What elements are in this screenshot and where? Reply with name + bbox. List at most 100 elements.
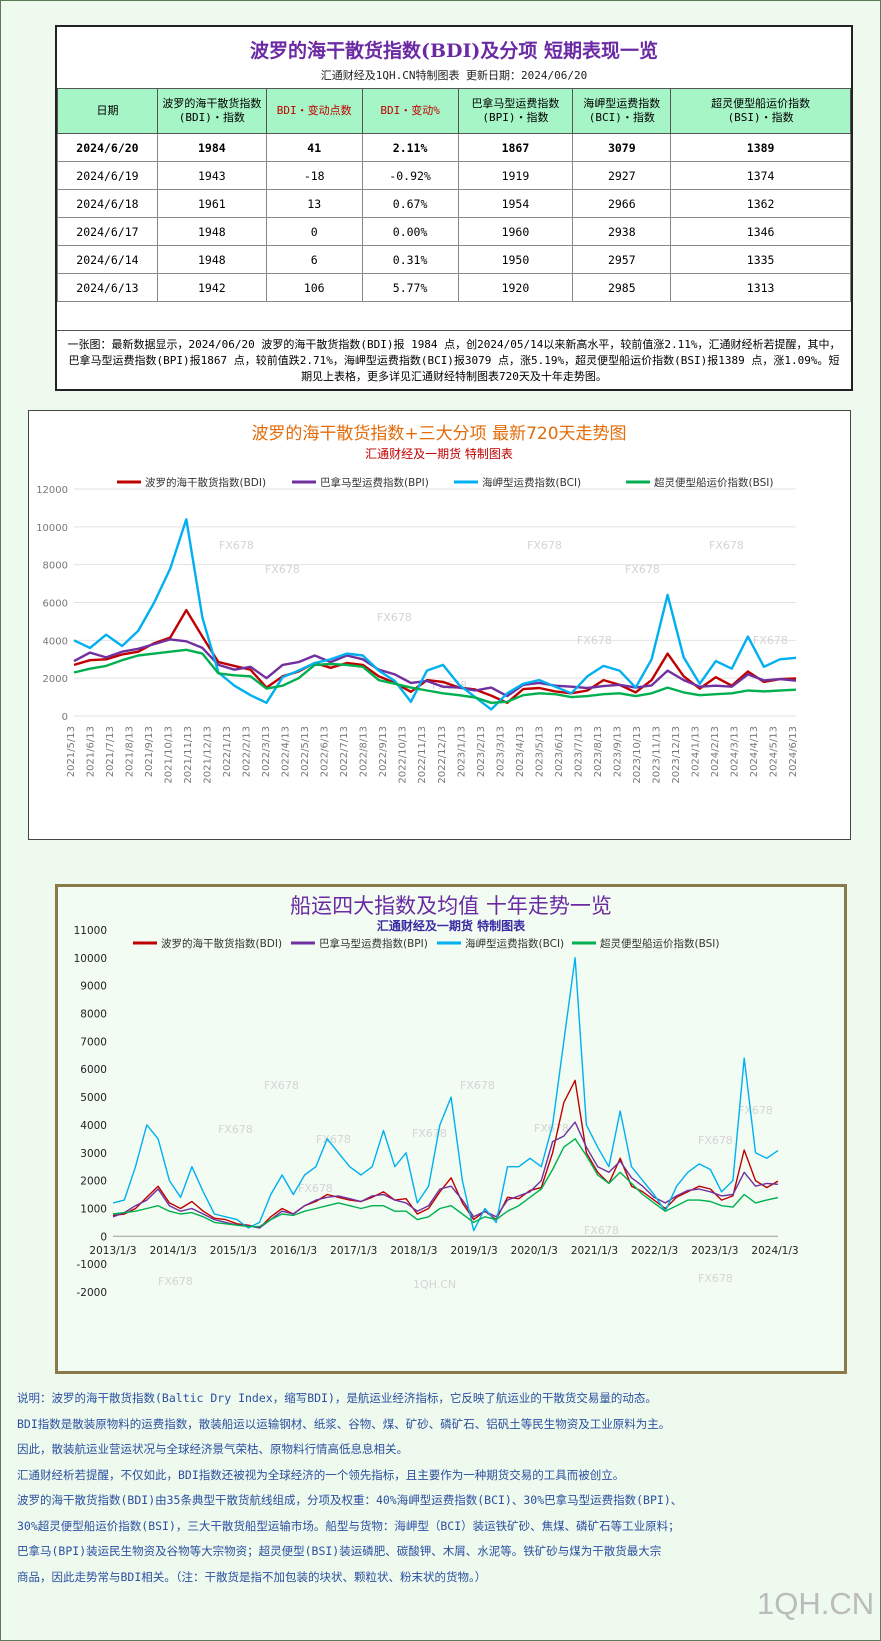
x-tick-label: 2023/1/13 bbox=[456, 726, 467, 777]
watermark-text: FX678 bbox=[219, 539, 254, 552]
table-cell: 1948 bbox=[156, 217, 267, 246]
y-tick-label: 8000 bbox=[43, 561, 68, 572]
summary-panel: 波罗的海干散货指数(BDI)及分项 短期表现一览 汇通财经及1QH.CN特制图表… bbox=[55, 25, 853, 391]
table-header-row: 日期 波罗的海干散货指数 (BDI)・指数 BDI・变动点数 BDI・变动% 巴… bbox=[57, 88, 851, 134]
explanation-line: 汇通财经析若提醒，不仅如此，BDI指数还被视为全球经济的一个领先指标，且主要作为… bbox=[17, 1467, 625, 1482]
table-row: 2024/6/19 1943 -18 -0.92% 1919 2927 1374 bbox=[57, 161, 851, 190]
x-tick-label: 2017/1/3 bbox=[330, 1245, 377, 1257]
y-tick-label: 11000 bbox=[74, 925, 107, 937]
watermark-text: FX678 bbox=[265, 563, 300, 576]
table-cell: 1919 bbox=[457, 161, 574, 190]
table-cell: 106 bbox=[265, 273, 363, 302]
explanation-line: 说明：波罗的海干散货指数(Baltic Dry Index，缩写BDI)，是航运… bbox=[17, 1391, 657, 1405]
table-cell: 1374 bbox=[670, 161, 851, 190]
x-tick-label: 2023/3/13 bbox=[495, 726, 506, 777]
table-cell: 6 bbox=[265, 245, 363, 274]
series-line bbox=[112, 1079, 779, 1229]
watermark-text: FX678 bbox=[377, 611, 412, 624]
explanation-line: 30%超灵便型船运价指数(BSI)，三大干散货船型运输市场。船型与货物：海岬型（… bbox=[17, 1518, 680, 1533]
legend-label: 波罗的海干散货指数(BDI) bbox=[145, 476, 266, 489]
table-cell: -0.92% bbox=[361, 161, 459, 190]
y-tick-label: 0 bbox=[62, 712, 68, 723]
x-tick-label: 2022/12/13 bbox=[437, 726, 448, 784]
chart-subtitle: 汇通财经及一期货 特制图表 bbox=[377, 918, 526, 933]
x-tick-label: 2023/4/13 bbox=[515, 726, 526, 777]
explanation-line: 波罗的海干散货指数(BDI)由35条典型干散货航线组成，分项及权重：40%海岬型… bbox=[17, 1493, 683, 1507]
col-header-bdi-change-pct: BDI・变动% bbox=[361, 88, 459, 134]
table-cell: 2024/6/13 bbox=[57, 273, 158, 302]
legend-label: 海岬型运费指数(BCI) bbox=[482, 476, 581, 489]
explanation-line: BDI指数是散装原物料的运费指数，散装船运以运输钢材、纸浆、谷物、煤、矿砂、磷矿… bbox=[17, 1416, 671, 1431]
table-cell: 1954 bbox=[457, 189, 574, 218]
explanation-text: 说明：波罗的海干散货指数(Baltic Dry Index，缩写BDI)，是航运… bbox=[17, 1386, 867, 1590]
x-tick-label: 2022/6/13 bbox=[320, 726, 331, 777]
table-cell: 2938 bbox=[572, 217, 672, 246]
col-header-bci: 海岬型运费指数 (BCI)・指数 bbox=[572, 88, 672, 134]
x-tick-label: 2023/8/13 bbox=[593, 726, 604, 777]
series-line bbox=[112, 1138, 779, 1228]
table-cell: 1942 bbox=[156, 273, 267, 302]
series-line bbox=[73, 648, 797, 704]
legend-label: 超灵便型船运价指数(BSI) bbox=[600, 937, 719, 950]
y-tick-label: 12000 bbox=[36, 485, 68, 496]
summary-note: 一张图：最新数据显示，2024/06/20 波罗的海干散货指数(BDI)报 19… bbox=[57, 330, 851, 387]
y-tick-label: 10000 bbox=[36, 523, 68, 534]
x-tick-label: 2014/1/3 bbox=[150, 1245, 197, 1257]
table-cell: 2024/6/17 bbox=[57, 217, 158, 246]
x-tick-label: 2016/1/3 bbox=[270, 1245, 317, 1257]
table-cell: 2957 bbox=[572, 245, 672, 274]
series-line bbox=[73, 518, 797, 711]
x-tick-label: 2022/10/13 bbox=[398, 726, 409, 784]
table-cell: 0 bbox=[265, 217, 363, 246]
x-tick-label: 2024/5/13 bbox=[768, 726, 779, 777]
chart-ten-year: 船运四大指数及均值 十年走势一览 汇通财经及一期货 特制图表 -2000 -1000 0… bbox=[55, 884, 847, 1374]
y-tick-label: 10000 bbox=[74, 953, 107, 965]
watermark-text: FX678 bbox=[625, 563, 660, 576]
y-tick-label: 6000 bbox=[43, 599, 68, 610]
legend-label: 波罗的海干散货指数(BDI) bbox=[161, 937, 282, 950]
col-header-bpi: 巴拿马型运费指数 (BPI)・指数 bbox=[457, 88, 574, 134]
x-tick-label: 2022/3/13 bbox=[261, 726, 272, 777]
x-tick-label: 2023/9/13 bbox=[612, 726, 623, 777]
chart-subtitle: 汇通财经及一期货 特制图表 bbox=[365, 446, 513, 461]
x-tick-label: 2022/1/3 bbox=[631, 1245, 678, 1257]
y-tick-label: 2000 bbox=[43, 674, 68, 685]
x-tick-label: 2023/6/13 bbox=[554, 726, 565, 777]
table-cell: 1948 bbox=[156, 245, 267, 274]
x-tick-label: 2021/10/13 bbox=[164, 726, 175, 784]
x-tick-label: 2021/11/13 bbox=[183, 726, 194, 784]
watermark-text: FX678 bbox=[577, 634, 612, 647]
col-header-date: 日期 bbox=[57, 88, 158, 134]
table-cell: 3079 bbox=[572, 133, 672, 162]
x-tick-label: 2013/1/3 bbox=[89, 1245, 136, 1257]
x-tick-label: 2020/1/3 bbox=[511, 1245, 558, 1257]
x-tick-label: 2021/7/13 bbox=[105, 726, 116, 777]
table-cell: 1920 bbox=[457, 273, 574, 302]
table-row: 2024/6/20 1984 41 2.11% 1867 3079 1389 bbox=[57, 133, 851, 162]
x-tick-label: 2022/4/13 bbox=[281, 726, 292, 777]
y-tick-label: 9000 bbox=[80, 981, 107, 993]
table-cell: 1960 bbox=[457, 217, 574, 246]
table-cell: 1389 bbox=[670, 133, 851, 162]
watermark-text: FX678 bbox=[738, 1104, 773, 1117]
table-cell: 0.67% bbox=[361, 189, 459, 218]
table-cell: 2024/6/19 bbox=[57, 161, 158, 190]
series-line bbox=[73, 608, 797, 704]
watermark-text: FX678 bbox=[698, 1134, 733, 1147]
x-tick-label: 2023/7/13 bbox=[573, 726, 584, 777]
table-cell: 1943 bbox=[156, 161, 267, 190]
x-tick-label: 2023/11/13 bbox=[651, 726, 662, 784]
table-cell: 13 bbox=[265, 189, 363, 218]
table-cell: 2024/6/20 bbox=[57, 133, 158, 162]
table-cell: 2024/6/18 bbox=[57, 189, 158, 218]
watermark-text: FX678 bbox=[412, 1127, 447, 1140]
table-row: 2024/6/13 1942 106 5.77% 1920 2985 1313 bbox=[57, 273, 851, 302]
series-line bbox=[112, 957, 779, 1232]
y-tick-label: -1000 bbox=[76, 1259, 107, 1271]
watermark-text: FX678 bbox=[316, 1133, 351, 1146]
table-cell: 1362 bbox=[670, 189, 851, 218]
x-tick-label: 2021/1/3 bbox=[571, 1245, 618, 1257]
table-row: 2024/6/14 1948 6 0.31% 1950 2957 1335 bbox=[57, 245, 851, 274]
col-header-bsi: 超灵便型船运价指数 (BSI)・指数 bbox=[670, 88, 851, 134]
